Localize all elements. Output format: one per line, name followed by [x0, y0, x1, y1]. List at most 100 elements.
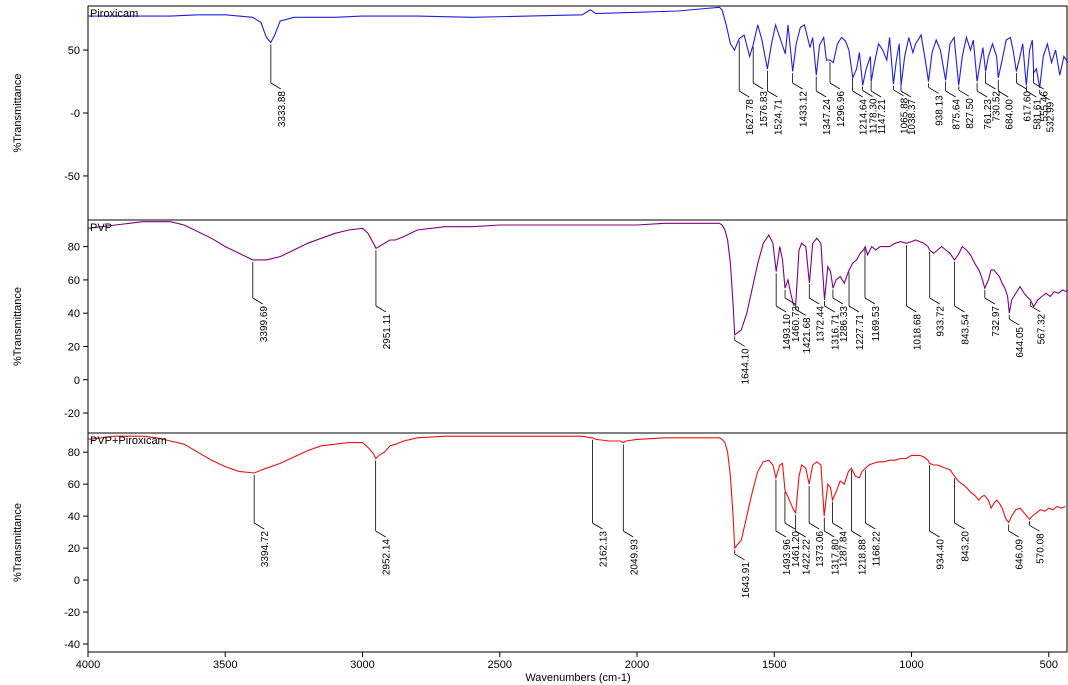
peak-label: 1421.68 — [802, 317, 813, 354]
peak-leader — [816, 90, 827, 98]
y-tick-label: -20 — [64, 408, 80, 420]
y-tick-label: 0 — [74, 375, 80, 387]
peak-label: 1372.44 — [815, 306, 826, 343]
peak-label: 1287.84 — [839, 531, 850, 568]
peak-label: 875.64 — [952, 99, 963, 130]
peak-label: 3333.88 — [277, 91, 288, 128]
y-axis-label: %Transmittance — [12, 287, 24, 366]
x-tick-label: 500 — [1040, 659, 1058, 671]
peak-leader — [795, 530, 806, 538]
peak-leader — [795, 309, 806, 316]
peak-leader — [1029, 524, 1040, 532]
peak-label: 555.46 — [1040, 91, 1051, 122]
peak-leader — [824, 530, 835, 538]
peak-label: 1214.64 — [859, 99, 870, 136]
peak-label: 1169.53 — [871, 306, 882, 342]
peak-label: 1461.20 — [791, 531, 802, 568]
peak-label: 1576.83 — [759, 91, 770, 128]
peak-label: 1422.22 — [802, 539, 813, 576]
peak-label: 1433.12 — [799, 91, 810, 128]
peak-label: 1286.33 — [839, 306, 850, 343]
peak-label: 1227.71 — [855, 314, 866, 351]
peak-leader — [1008, 530, 1019, 538]
peak-label: 843.20 — [961, 531, 972, 562]
peak-label: 3394.72 — [260, 531, 271, 568]
y-tick-label: 40 — [68, 308, 80, 320]
peak-leader — [870, 90, 882, 98]
peak-leader — [734, 339, 745, 347]
peak-label: 1627.78 — [745, 99, 756, 136]
y-tick-label: -50 — [64, 171, 80, 183]
peak-label: 827.50 — [965, 98, 976, 129]
x-tick-label: 3500 — [213, 659, 237, 671]
peak-label: 1644.10 — [741, 348, 752, 385]
peak-label: 2162.13 — [599, 531, 610, 568]
panel-title: PVP+Piroxicam — [90, 435, 167, 447]
peak-leader — [862, 90, 873, 97]
y-tick-label: 60 — [68, 275, 80, 287]
y-tick-label: 60 — [68, 479, 80, 491]
x-tick-label: 2500 — [488, 659, 512, 671]
peak-leader — [832, 297, 844, 305]
panel-pvp: 80 60 40 20 0 -20 %Transmittance PVP 3399.69 2951… — [12, 219, 1068, 434]
peak-leader — [958, 89, 970, 97]
peak-label: 684.00 — [1004, 99, 1015, 130]
peak-leader — [985, 82, 996, 90]
x-axis-label: Wavenumbers (cm-1) — [525, 672, 630, 684]
x-axis: 4000 3500 3000 2500 2000 1500 1000 500 — [76, 652, 1058, 671]
peak-leader — [906, 305, 917, 313]
spectrum-line — [87, 221, 1068, 336]
peak-label: 1018.68 — [912, 314, 923, 351]
peak-label: 1493.96 — [782, 539, 793, 576]
peak-label: 1643.91 — [741, 562, 752, 599]
peak-label: 730.52 — [992, 91, 1003, 122]
peak-leader — [929, 530, 940, 538]
peak-leader — [1026, 90, 1037, 98]
peak-leader — [832, 522, 843, 530]
panel-frame — [87, 5, 1068, 221]
peak-label: 1218.88 — [857, 539, 868, 576]
spectrum-line — [87, 435, 1066, 550]
peak-leader — [851, 530, 862, 538]
peak-leader — [1039, 93, 1050, 101]
peak-leader — [375, 305, 387, 313]
peak-label: 938.13 — [935, 95, 946, 126]
peak-leader — [592, 522, 603, 530]
y-tick-label: 0 — [74, 575, 80, 587]
peak-leader — [1016, 82, 1027, 90]
peak-leader — [775, 530, 787, 538]
peak-label: 1296.96 — [836, 91, 847, 128]
peak-leader — [984, 297, 996, 305]
x-tick-label: 4000 — [76, 659, 100, 671]
panel-title: PVP — [90, 222, 112, 234]
x-tick-label: 1000 — [899, 659, 923, 671]
y-tick-label: 50 — [68, 45, 80, 57]
peak-label: 1524.71 — [773, 99, 784, 136]
peak-leader — [848, 305, 860, 313]
peak-leader — [945, 90, 956, 98]
peak-label: 1493.10 — [782, 314, 793, 351]
peak-leader — [829, 82, 841, 90]
peak-label: 933.72 — [936, 306, 947, 337]
y-tick-label: -20 — [64, 607, 80, 619]
peak-leader — [738, 90, 750, 98]
peak-leader — [792, 82, 803, 90]
peak-leader — [784, 522, 796, 530]
peak-leader — [734, 553, 745, 561]
peak-label: 934.40 — [936, 539, 947, 570]
peak-label: 1460.73 — [791, 306, 802, 343]
peak-label: 532.99 — [1046, 101, 1057, 132]
peak-label: 2952.14 — [382, 539, 393, 576]
peak-label: 617.60 — [1023, 91, 1034, 122]
y-tick-label: -0 — [70, 108, 80, 120]
peak-leader — [1033, 82, 1044, 90]
peak-label: 644.05 — [1015, 327, 1026, 358]
peak-leader — [375, 530, 386, 538]
peak-leader — [893, 89, 904, 97]
spectrum-line — [88, 6, 1068, 88]
y-tick-label: 20 — [68, 341, 80, 353]
peak-label: 1316.71 — [831, 314, 842, 351]
peak-label: 2951.11 — [382, 314, 393, 350]
peak-leader — [976, 90, 988, 98]
y-axis-label: %Transmittance — [12, 503, 24, 582]
